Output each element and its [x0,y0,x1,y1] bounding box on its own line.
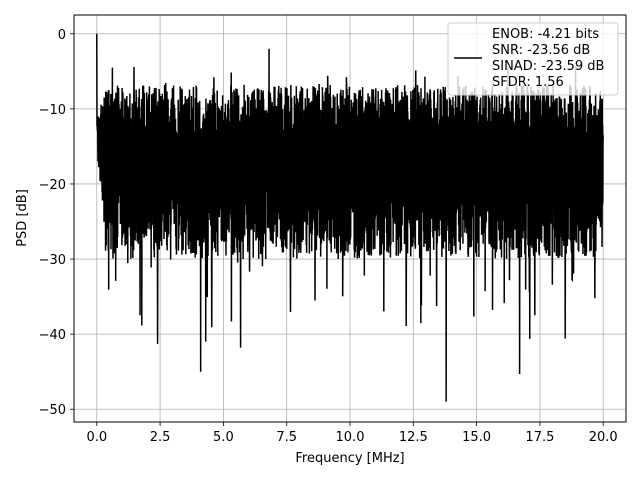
legend: ENOB: -4.21 bits SNR: -23.56 dB SINAD: -… [447,22,619,96]
x-tick-label: 17.5 [525,430,554,445]
x-tick-label: 15.0 [462,430,491,445]
legend-sinad: SINAD: -23.59 dB [492,59,604,74]
legend-box [447,22,619,96]
legend-enob: ENOB: -4.21 bits [492,27,599,42]
x-tick-label: 7.5 [276,430,297,445]
y-tick-label: −50 [39,403,66,418]
y-tick-label: −30 [39,253,66,268]
x-tick-label: 20.0 [589,430,618,445]
x-axis-ticks: 0.0 2.5 5.0 7.5 10.0 12.5 15.0 17.5 20.0 [86,422,618,445]
x-tick-label: 10.0 [336,430,365,445]
y-tick-label: −10 [39,103,66,118]
y-tick-label: −20 [39,178,66,193]
legend-sfdr: SFDR: 1.56 [492,75,564,90]
x-tick-label: 0.0 [86,430,107,445]
y-axis-label: PSD [dB] [15,189,30,247]
x-tick-label: 5.0 [213,430,234,445]
y-tick-label: 0 [58,28,66,43]
legend-snr: SNR: -23.56 dB [492,43,590,58]
y-tick-label: −40 [39,328,66,343]
x-tick-label: 12.5 [399,430,428,445]
y-axis-ticks: 0 −10 −20 −30 −40 −50 [39,28,74,418]
psd-series-line [96,33,604,402]
x-axis-label: Frequency [MHz] [295,451,404,466]
x-tick-label: 2.5 [150,430,171,445]
